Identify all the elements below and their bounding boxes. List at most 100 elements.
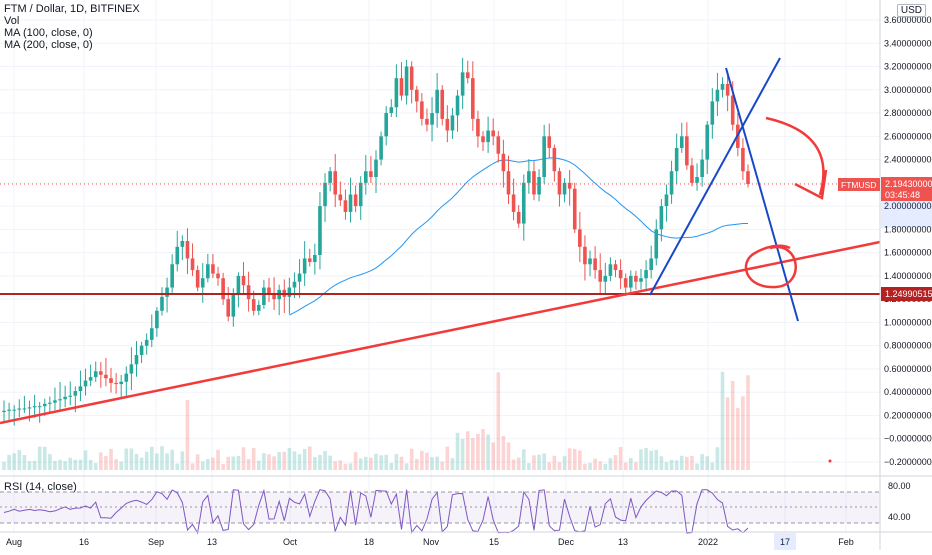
candle-body	[634, 275, 638, 282]
volume-bar	[318, 454, 322, 470]
candle-body	[27, 407, 32, 409]
volume-bar	[588, 462, 592, 470]
candle-body	[17, 408, 22, 410]
volume-bar	[741, 396, 745, 470]
candle-body	[486, 130, 490, 143]
volume-bar	[211, 457, 215, 470]
volume-bar	[409, 448, 414, 470]
candle-body	[165, 287, 169, 297]
candle-body	[430, 113, 434, 125]
currency-button[interactable]: USD	[896, 4, 926, 17]
time-axis[interactable]: Aug 16 Sep 13 Oct 18 Nov 15 Dec 13 2022 17 Feb	[6, 537, 854, 547]
volume-bar	[206, 458, 210, 470]
volume-bar	[705, 456, 710, 470]
volume-bar	[32, 460, 37, 470]
time-tick-label: Dec	[558, 537, 575, 547]
volume-bar	[48, 454, 52, 470]
volume-bar	[552, 455, 557, 470]
candle-body	[374, 159, 378, 178]
grid	[0, 0, 880, 532]
candle-body	[333, 171, 338, 195]
level-tag-bg	[881, 287, 932, 301]
rising-trendline[interactable]	[0, 240, 881, 425]
blue-trendline-down[interactable]	[725, 67, 799, 322]
candle-body	[628, 275, 633, 288]
volume-bar	[134, 454, 139, 470]
candle-body	[725, 83, 730, 96]
candle-body	[552, 147, 557, 172]
price-tick-label: 0.40000000	[884, 387, 932, 397]
candle-body	[42, 403, 47, 407]
ma100-legend: MA (100, close, 0)	[4, 27, 93, 39]
candle-body	[22, 408, 27, 410]
price-tick-label: 1.80000000	[884, 224, 932, 234]
volume-bar	[460, 439, 465, 470]
candle-body	[603, 275, 608, 282]
volume-bar	[491, 442, 496, 470]
volume-bar	[414, 458, 419, 470]
volume-bar	[190, 463, 195, 470]
volume-bar	[63, 461, 67, 470]
candle-body	[394, 78, 399, 108]
candle-body	[7, 409, 11, 411]
time-tick-label: Aug	[6, 537, 22, 547]
candle-body	[139, 345, 144, 355]
volume-bar	[78, 459, 83, 470]
candle-body	[639, 278, 643, 282]
volume-bar	[165, 453, 169, 470]
candle-body	[521, 182, 526, 224]
volume-bar	[659, 456, 664, 470]
volume-bar	[679, 455, 684, 470]
price-tick-label: −0.20000000	[884, 457, 932, 467]
price-tick-label: 2.00000000	[884, 201, 932, 211]
candle-body	[297, 273, 302, 282]
volume-bar	[353, 452, 358, 470]
volume-bar	[231, 456, 236, 470]
volume-bar	[562, 456, 567, 470]
volume-bar	[516, 457, 521, 470]
time-tick-label: Sep	[148, 537, 164, 547]
time-tick-label: Feb	[838, 537, 854, 547]
volume-bar	[710, 462, 715, 470]
volume-bar	[307, 446, 312, 470]
candle-body	[471, 78, 475, 119]
candle-body	[409, 66, 414, 90]
curved-arrow	[765, 116, 825, 196]
candle-body	[343, 200, 348, 212]
volume-bar	[88, 459, 93, 470]
time-tick-label: 2022	[698, 537, 718, 547]
price-axis[interactable]: 3.60000000 3.40000000 3.20000000 3.00000000…	[884, 15, 932, 467]
candle-body	[598, 270, 603, 282]
candle-body	[420, 101, 424, 119]
time-tick-label: Oct	[283, 537, 298, 547]
candle-body	[287, 287, 292, 297]
candle-body	[572, 188, 577, 230]
volume-bar	[715, 447, 720, 470]
blue-trendline-up[interactable]	[649, 57, 781, 296]
candle-body	[262, 287, 266, 305]
time-tick-label: 18	[364, 537, 374, 547]
volume-bar	[572, 448, 577, 470]
candle-body	[496, 136, 501, 154]
volume-bar	[53, 460, 57, 470]
candle-body	[445, 118, 450, 131]
volume-bar	[27, 461, 32, 470]
candle-body	[481, 136, 485, 143]
volume-bar	[200, 461, 205, 470]
volume-bar	[547, 462, 552, 470]
candle-body	[623, 278, 628, 288]
volume-bar	[58, 459, 62, 470]
candle-body	[114, 382, 118, 385]
volume-bar	[521, 449, 526, 470]
candle-body	[68, 395, 73, 397]
volume-bar	[603, 463, 608, 470]
volume-bar	[7, 454, 11, 470]
candle-body	[221, 278, 225, 300]
volume-bar	[578, 450, 582, 470]
volume-bar	[654, 449, 659, 470]
time-tick-label: 15	[489, 537, 499, 547]
ma-line	[289, 157, 748, 316]
candle-body	[119, 381, 124, 385]
